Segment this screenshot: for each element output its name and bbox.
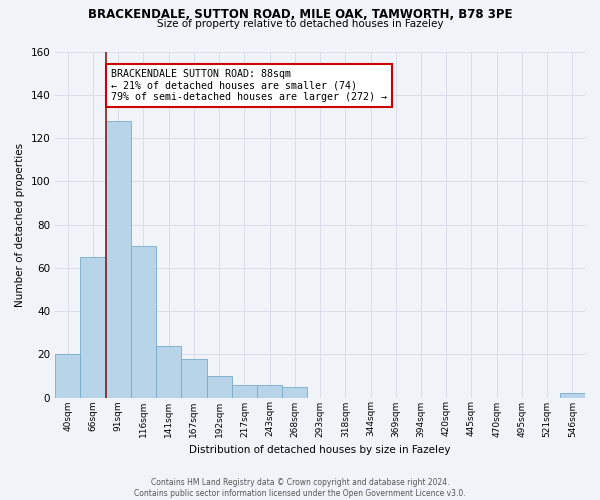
Text: BRACKENDALE, SUTTON ROAD, MILE OAK, TAMWORTH, B78 3PE: BRACKENDALE, SUTTON ROAD, MILE OAK, TAMW… (88, 8, 512, 20)
X-axis label: Distribution of detached houses by size in Fazeley: Distribution of detached houses by size … (190, 445, 451, 455)
Bar (80, 257, 106, 398)
Y-axis label: Number of detached properties: Number of detached properties (15, 142, 25, 306)
Text: Contains HM Land Registry data © Crown copyright and database right 2024.
Contai: Contains HM Land Registry data © Crown c… (134, 478, 466, 498)
Bar (156, 346, 181, 398)
Bar (560, 393, 585, 398)
Bar (131, 246, 156, 398)
Bar (257, 384, 282, 398)
Text: BRACKENDALE SUTTON ROAD: 88sqm
← 21% of detached houses are smaller (74)
79% of : BRACKENDALE SUTTON ROAD: 88sqm ← 21% of … (110, 69, 386, 102)
Bar (206, 376, 232, 398)
Bar (232, 384, 257, 398)
Bar (55, 354, 80, 398)
Text: Size of property relative to detached houses in Fazeley: Size of property relative to detached ho… (157, 19, 443, 29)
Bar (106, 120, 131, 398)
Bar (181, 358, 206, 398)
Bar (282, 386, 307, 398)
